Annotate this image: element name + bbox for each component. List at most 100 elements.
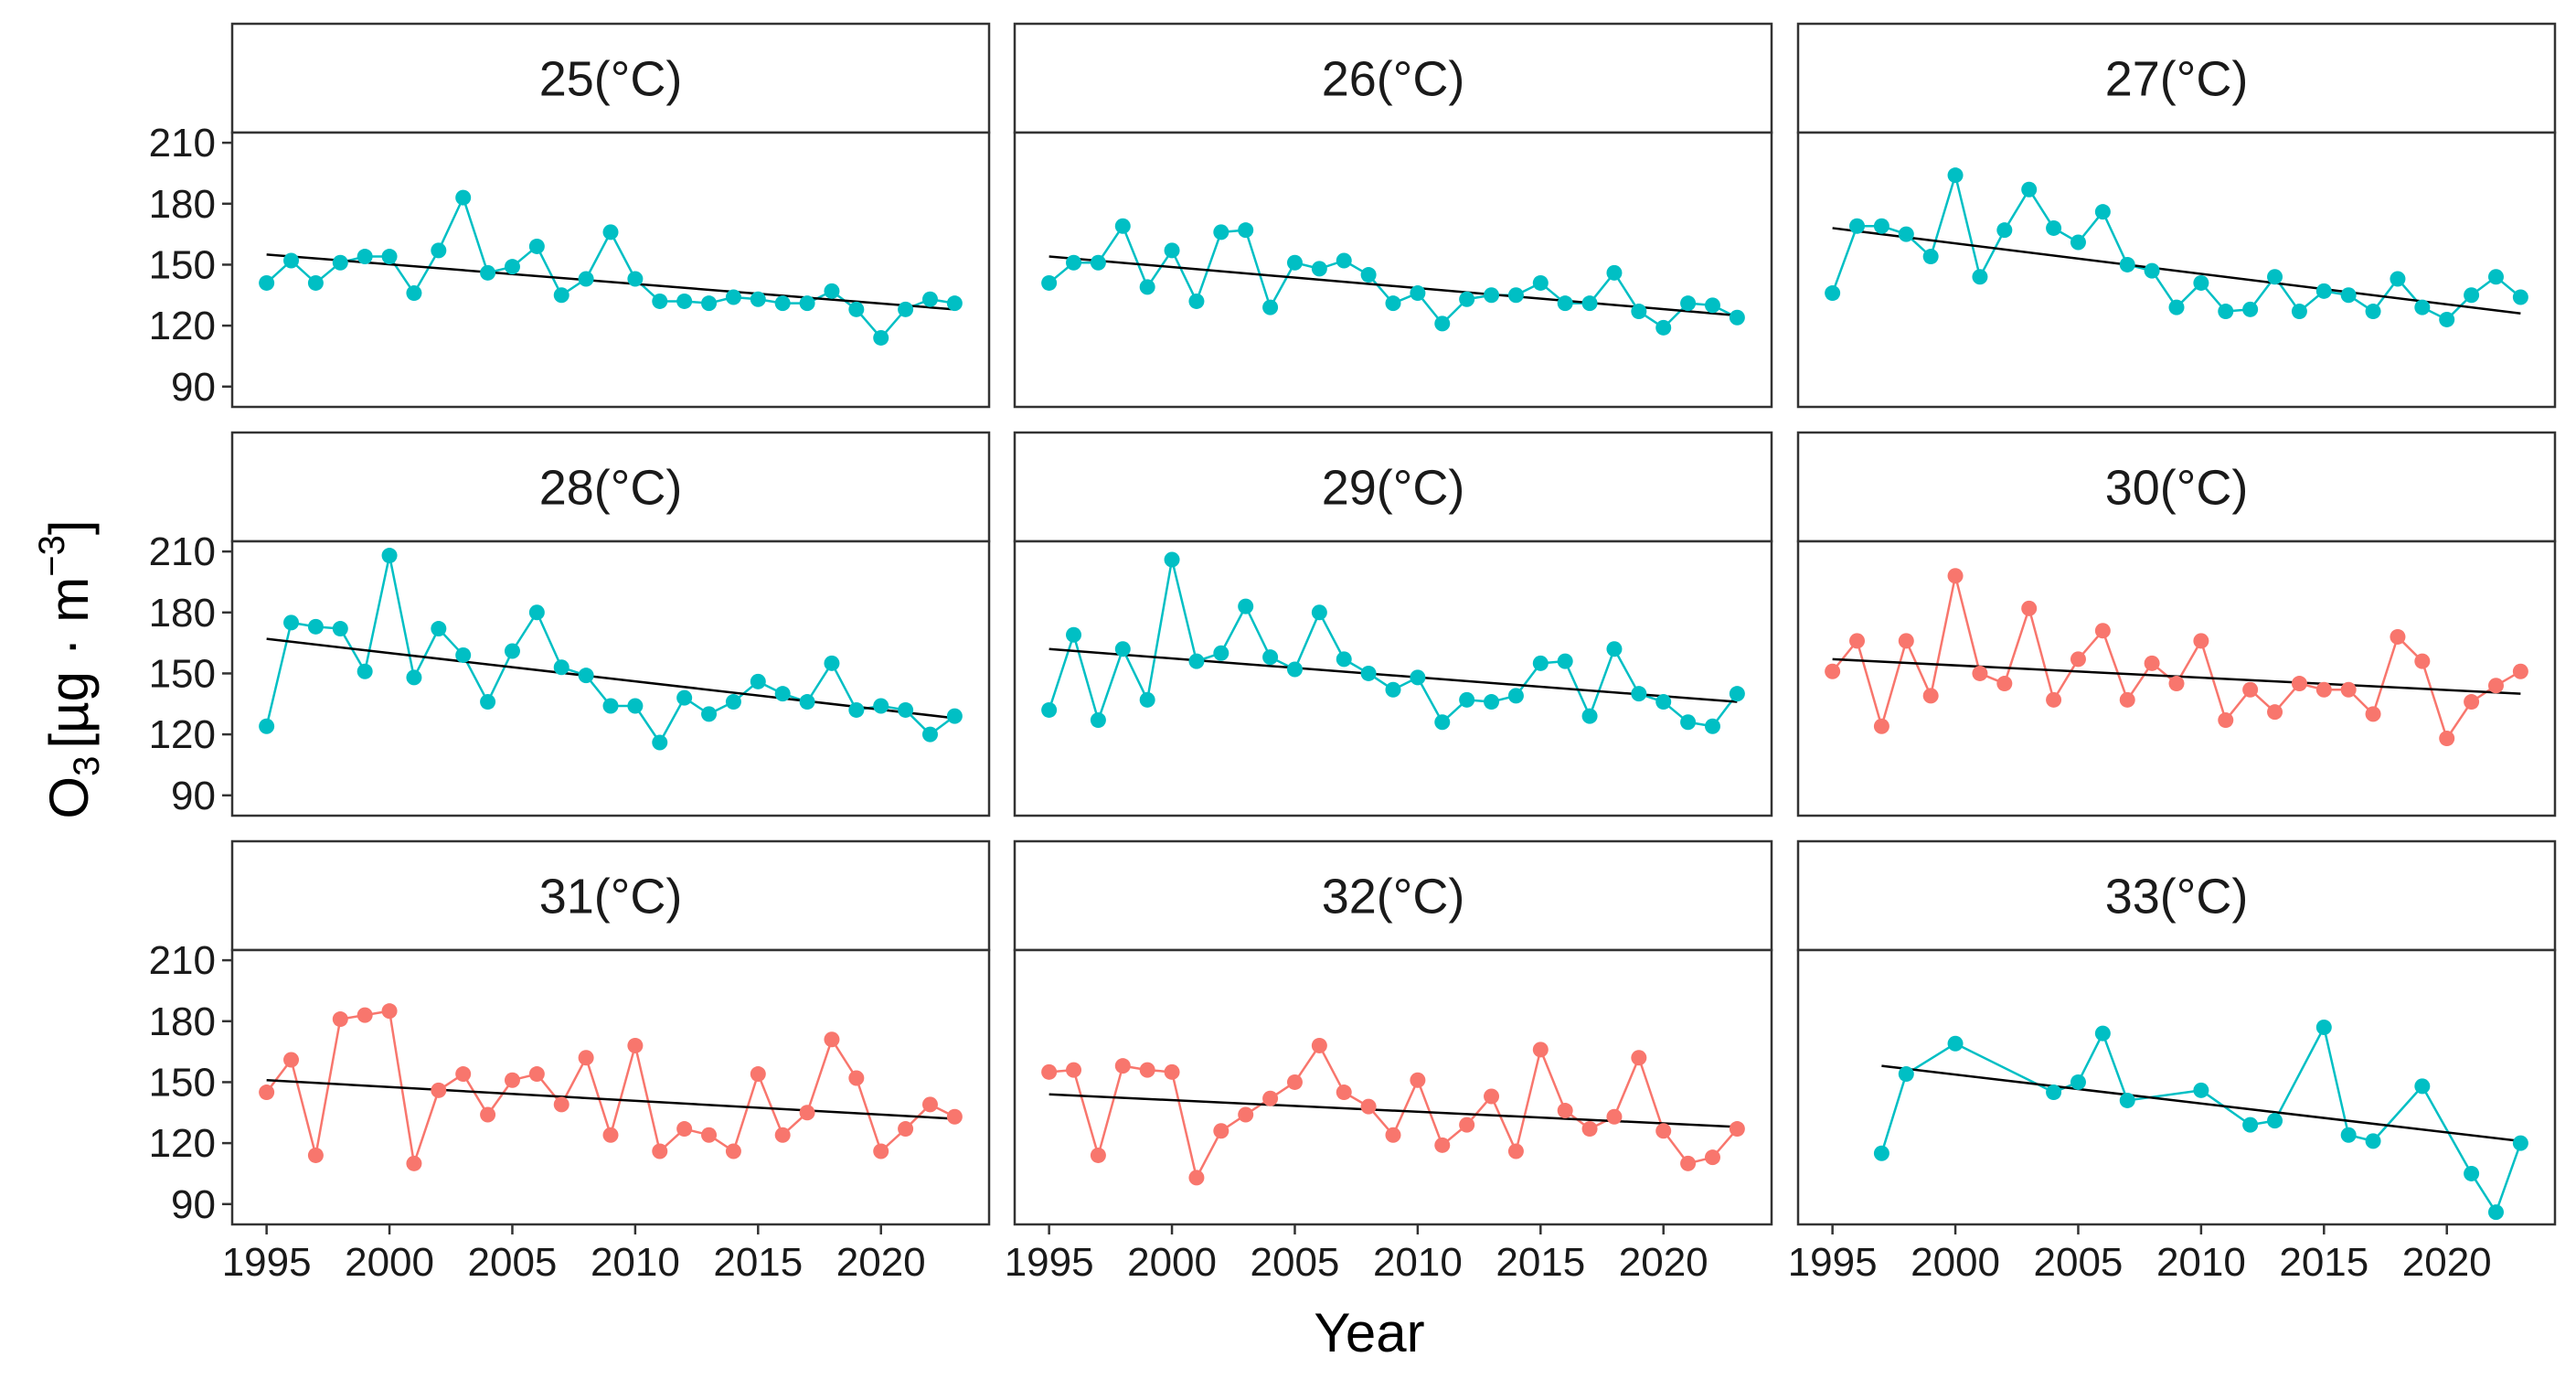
data-point (1484, 694, 1500, 711)
panel-strip-label: 25(°C) (539, 52, 683, 107)
data-point (1139, 1062, 1155, 1078)
trend-line (1832, 227, 2521, 315)
panel: 31(°C) 90 120 150 180 210 1995 2000 2005 2010 2015… (149, 839, 991, 1285)
data-point (1041, 701, 1058, 718)
data-point (2070, 651, 2086, 668)
data-point (2144, 262, 2160, 279)
data-point (2390, 628, 2406, 645)
x-tick-label: 1995 (1788, 1240, 1878, 1285)
data-point (602, 1127, 619, 1143)
data-point (1360, 267, 1377, 283)
data-point (504, 259, 520, 275)
data-point (1385, 681, 1401, 698)
trend-line (1048, 1093, 1738, 1128)
data-point (381, 548, 398, 564)
panel-strip-label: 28(°C) (539, 461, 683, 516)
data-point (1090, 254, 1106, 271)
data-point (1655, 319, 1672, 336)
data-point (357, 663, 373, 679)
data-point (1996, 222, 2013, 239)
data-point (2414, 1078, 2431, 1095)
data-point (1286, 661, 1303, 678)
x-tick-label: 2015 (1496, 1240, 1585, 1285)
data-point (528, 604, 545, 621)
y-tick-label: 120 (149, 304, 216, 348)
data-point (2414, 653, 2431, 669)
data-point (1188, 1170, 1205, 1186)
data-point (332, 1011, 348, 1028)
panel-plot-area (230, 948, 991, 1226)
panel: 25(°C) 90 120 150 180 210 (149, 22, 991, 410)
data-point (2439, 311, 2455, 327)
data-point (259, 274, 275, 291)
trend-line (1048, 255, 1738, 317)
data-point (1311, 604, 1327, 621)
data-point (1090, 712, 1106, 729)
data-point (1066, 626, 1082, 643)
trend-line (1881, 1064, 2521, 1143)
data-point (898, 1121, 914, 1138)
y-axis-title-close: ] (38, 519, 100, 535)
data-point (1947, 167, 1964, 184)
panel: 27(°C) (1796, 22, 2557, 409)
data-point (701, 1127, 718, 1143)
data-point (1385, 295, 1401, 312)
data-point (750, 1066, 766, 1083)
data-point (2464, 694, 2480, 711)
data-point (2340, 681, 2357, 698)
panel-strip-label: 31(°C) (539, 870, 683, 924)
data-point (2267, 1113, 2283, 1129)
data-point (2315, 1019, 2332, 1035)
data-point (701, 706, 718, 722)
data-point (406, 285, 422, 302)
panel-strip-label: 29(°C) (1322, 461, 1465, 516)
data-point (1873, 218, 1889, 234)
panel: 30(°C) (1796, 431, 2557, 817)
data-point (1704, 718, 1720, 734)
panel-strip (1013, 839, 1773, 952)
data-point (627, 698, 644, 714)
panel-plot-area (1013, 131, 1773, 409)
data-point (1507, 1143, 1524, 1159)
data-point (1311, 261, 1327, 277)
data-point (2512, 1135, 2528, 1151)
data-point (774, 295, 791, 312)
data-point (2218, 712, 2234, 729)
data-point (824, 283, 840, 299)
data-point (1704, 1149, 1720, 1166)
data-point (2021, 181, 2038, 198)
x-tick-label: 2010 (1373, 1240, 1463, 1285)
data-point (1873, 1145, 1889, 1161)
data-point (1532, 274, 1549, 291)
data-point (602, 224, 619, 240)
x-tick-label: 2005 (1251, 1240, 1340, 1285)
data-point (1557, 1103, 1573, 1119)
panel: 29(°C) (1013, 431, 1773, 817)
y-tick-label: 90 (171, 1182, 216, 1227)
data-point (2144, 655, 2160, 671)
panel-strip (230, 839, 991, 952)
panel-strip-label: 26(°C) (1322, 52, 1465, 107)
data-point (455, 189, 472, 206)
data-point (1922, 688, 1939, 704)
panel: 28(°C) 90 120 150 180 210 (149, 431, 991, 818)
x-tick-label: 2010 (591, 1240, 680, 1285)
data-point (2242, 681, 2259, 698)
data-point (1729, 686, 1745, 702)
data-point (2267, 704, 2283, 721)
data-point (652, 1143, 668, 1159)
panel-strip-label: 33(°C) (2105, 870, 2249, 924)
data-point (2193, 633, 2209, 649)
data-point (2021, 600, 2038, 616)
data-point (2365, 1133, 2381, 1149)
trend-line (266, 1078, 955, 1120)
data-point (1898, 633, 1914, 649)
panel-strip (1013, 22, 1773, 134)
data-point (1114, 641, 1131, 657)
data-point (1336, 1084, 1352, 1101)
data-point (1336, 651, 1352, 668)
data-point (750, 291, 766, 307)
x-tick-label: 1995 (1005, 1240, 1094, 1285)
panel-plot-area (230, 131, 991, 409)
data-point (946, 295, 963, 312)
